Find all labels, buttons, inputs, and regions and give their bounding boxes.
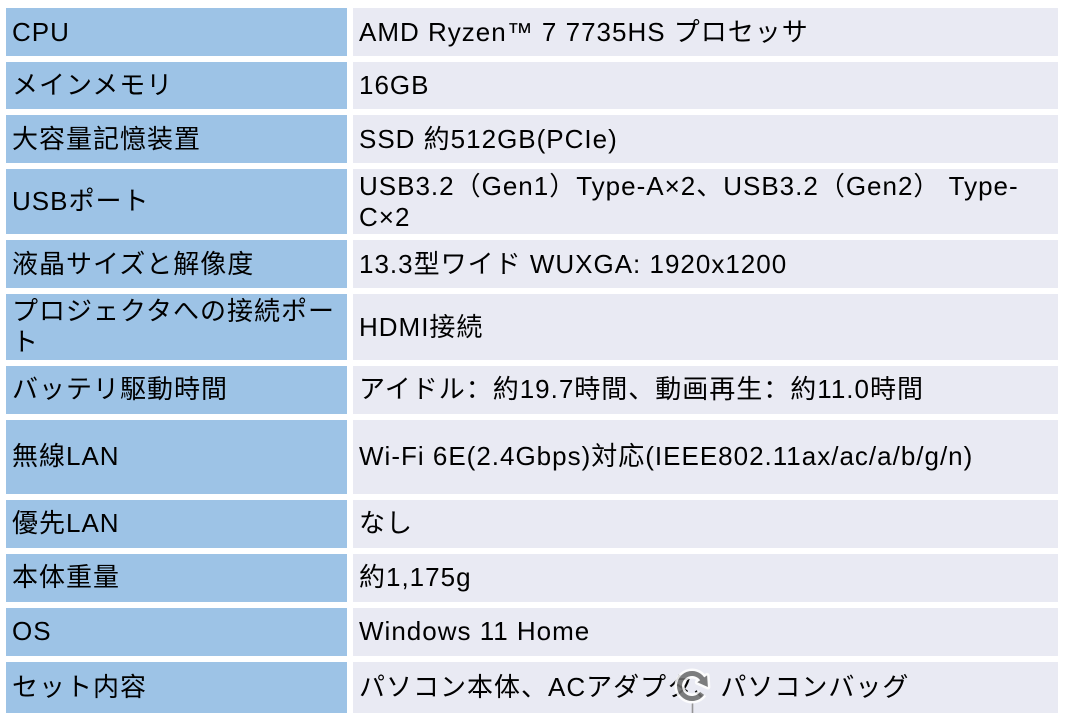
row-set-contents: セット内容 パソコン本体、ACアダプタ、パソコンバッグ: [6, 661, 1058, 713]
spec-value: アイドル：約19.7時間、動画再生：約11.0時間: [353, 365, 1058, 414]
row-main-memory: メインメモリ 16GB: [6, 62, 1058, 109]
spec-label: OS: [6, 607, 347, 656]
spec-value: Windows 11 Home: [353, 607, 1058, 656]
spec-label: 大容量記憶装置: [6, 115, 347, 163]
spec-value: 16GB: [353, 62, 1058, 109]
spec-label: セット内容: [6, 661, 347, 713]
row-usb-ports: USBポート USB3.2（Gen1）Type-A×2、USB3.2（Gen2）…: [6, 169, 1058, 235]
spec-label: 優先LAN: [6, 499, 347, 548]
spec-label: メインメモリ: [6, 62, 347, 109]
row-wireless-lan: 無線LAN Wi-Fi 6E(2.4Gbps)対応(IEEE802.11ax/a…: [6, 419, 1058, 494]
row-wired-lan: 優先LAN なし: [6, 499, 1058, 548]
spec-value: なし: [353, 499, 1058, 548]
row-os: OS Windows 11 Home: [6, 607, 1058, 656]
spec-label: バッテリ駆動時間: [6, 365, 347, 414]
spec-value: パソコン本体、ACアダプタ、パソコンバッグ: [353, 661, 1058, 713]
row-weight: 本体重量 約1,175g: [6, 553, 1058, 602]
row-projector-port: プロジェクタへの接続ポート HDMI接続: [6, 294, 1058, 360]
spec-value: SSD 約512GB(PCIe): [353, 115, 1058, 163]
spec-label: USBポート: [6, 169, 347, 235]
spec-value: AMD Ryzen™ 7 7735HS プロセッサ: [353, 8, 1058, 56]
spec-label: 本体重量: [6, 553, 347, 602]
spec-label: CPU: [6, 8, 347, 56]
spec-value: 約1,175g: [353, 553, 1058, 602]
row-battery-life: バッテリ駆動時間 アイドル：約19.7時間、動画再生：約11.0時間: [6, 365, 1058, 414]
row-cpu: CPU AMD Ryzen™ 7 7735HS プロセッサ: [6, 8, 1058, 56]
row-display-size-resolution: 液晶サイズと解像度 13.3型ワイド WUXGA: 1920x1200: [6, 240, 1058, 289]
spec-label: 無線LAN: [6, 419, 347, 494]
row-storage: 大容量記憶装置 SSD 約512GB(PCIe): [6, 115, 1058, 163]
spec-value: 13.3型ワイド WUXGA: 1920x1200: [353, 240, 1058, 289]
spec-table: CPU AMD Ryzen™ 7 7735HS プロセッサ メインメモリ 16G…: [6, 8, 1058, 719]
spec-label: 液晶サイズと解像度: [6, 240, 347, 289]
spec-value: HDMI接続: [353, 294, 1058, 360]
spec-value: USB3.2（Gen1）Type-A×2、USB3.2（Gen2） Type-C…: [353, 169, 1058, 235]
spec-value: Wi-Fi 6E(2.4Gbps)対応(IEEE802.11ax/ac/a/b/…: [353, 419, 1058, 494]
spec-label: プロジェクタへの接続ポート: [6, 294, 347, 360]
